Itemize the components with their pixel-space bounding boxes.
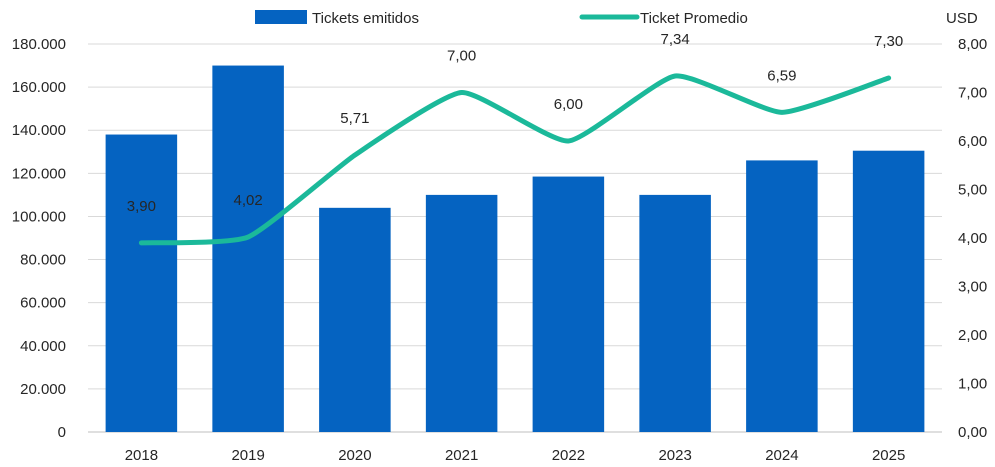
- x-axis: 2018 2019 2020 2021 2022 2023 2024 2025: [125, 447, 906, 464]
- line-data-label: 7,30: [874, 33, 903, 50]
- legend-line-label: Ticket Promedio: [640, 10, 748, 27]
- left-axis: 0 20.000 40.000 60.000 80.000 100.000 120.000 1…: [12, 36, 66, 441]
- bar: [425, 194, 498, 432]
- left-tick-label: 60.000: [20, 295, 66, 312]
- line-data-labels: 3,90 4,02 5,71 7,00 6,00 7,34 6,59 7,30: [127, 31, 903, 215]
- bar: [105, 134, 178, 433]
- x-tick-label: 2021: [445, 447, 478, 464]
- x-tick-label: 2023: [658, 447, 691, 464]
- right-tick-label: 4,00: [958, 230, 987, 247]
- bar: [212, 65, 284, 433]
- left-tick-label: 20.000: [20, 381, 66, 398]
- line-data-label: 7,00: [447, 48, 476, 65]
- right-tick-label: 5,00: [958, 182, 987, 199]
- right-tick-label: 3,00: [958, 279, 987, 296]
- line-data-label: 7,34: [661, 31, 690, 48]
- line-series: [138, 73, 892, 246]
- x-tick-label: 2018: [125, 447, 158, 464]
- bar: [532, 176, 605, 432]
- bar: [639, 194, 711, 432]
- right-tick-label: 0,00: [958, 424, 987, 441]
- line-data-label: 6,59: [767, 67, 796, 84]
- left-tick-label: 100.000: [12, 208, 66, 225]
- legend-bar-swatch: [255, 10, 307, 24]
- x-tick-label: 2022: [552, 447, 585, 464]
- line-path: [138, 73, 892, 246]
- bar: [746, 160, 818, 432]
- left-tick-label: 180.000: [12, 36, 66, 53]
- right-tick-label: 6,00: [958, 133, 987, 150]
- left-tick-label: 0: [58, 424, 66, 441]
- line-data-label: 5,71: [340, 110, 369, 127]
- right-axis-unit-label: USD: [946, 10, 978, 27]
- right-tick-label: 8,00: [958, 36, 987, 53]
- line-data-label: 3,90: [127, 198, 156, 215]
- x-tick-label: 2025: [872, 447, 905, 464]
- right-tick-label: 1,00: [958, 376, 987, 393]
- right-axis: 0,00 1,00 2,00 3,00 4,00 5,00 6,00 7,00 8,00: [958, 36, 987, 441]
- bar: [852, 150, 925, 432]
- x-tick-label: 2020: [338, 447, 371, 464]
- right-tick-label: 7,00: [958, 85, 987, 102]
- left-tick-label: 80.000: [20, 252, 66, 269]
- line-data-label: 6,00: [554, 96, 583, 113]
- left-tick-label: 160.000: [12, 79, 66, 96]
- legend: Tickets emitidos Ticket Promedio: [255, 10, 748, 27]
- x-tick-label: 2024: [765, 447, 798, 464]
- line-data-label: 4,02: [234, 192, 263, 209]
- bar: [319, 207, 391, 432]
- left-tick-label: 40.000: [20, 338, 66, 355]
- x-tick-label: 2019: [231, 447, 264, 464]
- right-tick-label: 2,00: [958, 327, 987, 344]
- left-tick-label: 120.000: [12, 165, 66, 182]
- legend-bar-label: Tickets emitidos: [312, 10, 419, 27]
- bar-series: [105, 65, 925, 433]
- left-tick-label: 140.000: [12, 122, 66, 139]
